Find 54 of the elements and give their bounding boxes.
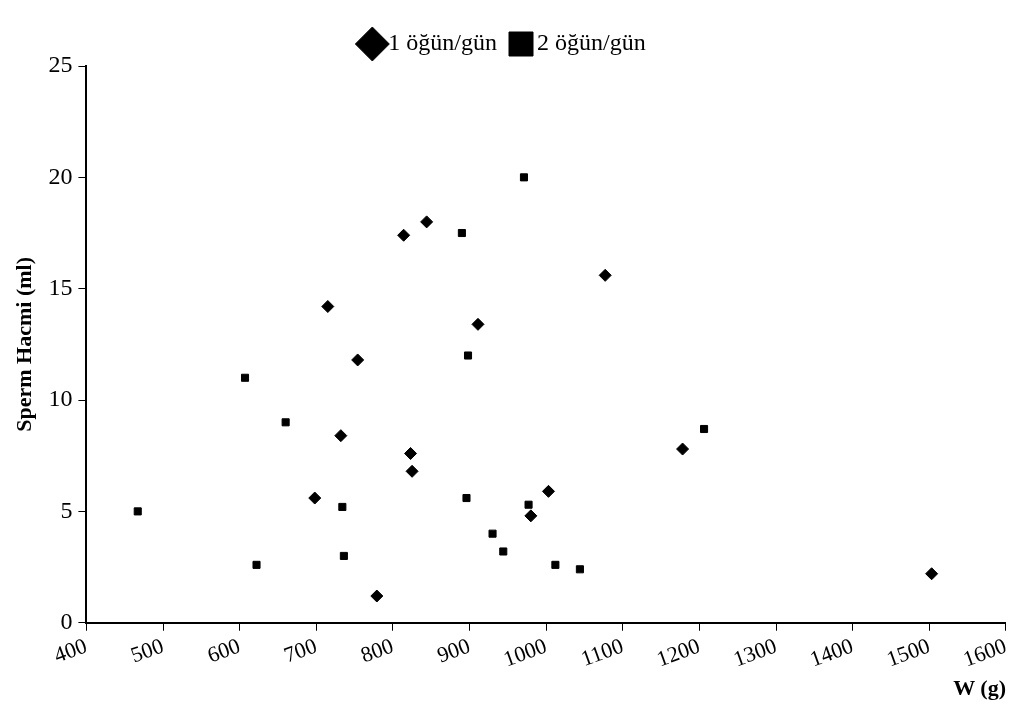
point xyxy=(499,547,508,556)
legend-label: 1 öğün/gün xyxy=(388,29,497,56)
point xyxy=(240,373,250,382)
point xyxy=(519,173,528,182)
x-tick-label: 600 xyxy=(203,632,244,668)
x-tick-label: 1500 xyxy=(883,632,934,672)
point xyxy=(351,353,365,367)
point xyxy=(370,589,384,603)
point xyxy=(334,429,348,443)
x-tick-label: 400 xyxy=(50,632,91,668)
x-tick-label: 500 xyxy=(127,632,167,668)
x-tick-label: 1000 xyxy=(499,632,550,672)
point xyxy=(676,442,690,456)
x-tick-label: 800 xyxy=(357,632,397,668)
y-axis-title: Sperm Hacmi (ml) xyxy=(10,257,36,432)
point xyxy=(321,300,335,314)
point xyxy=(405,464,419,478)
point xyxy=(541,484,555,498)
point xyxy=(404,446,418,460)
y-tick-label: 5 xyxy=(60,496,73,523)
point xyxy=(551,560,560,569)
point xyxy=(338,502,347,511)
point xyxy=(524,500,533,509)
point xyxy=(925,567,939,581)
x-tick-label: 1300 xyxy=(729,632,780,672)
x-tick-label: 1200 xyxy=(653,632,704,672)
point xyxy=(420,215,434,229)
x-tick-label: 1600 xyxy=(959,632,1010,672)
x-tick-label: 1100 xyxy=(577,632,627,672)
point xyxy=(281,418,290,427)
point xyxy=(524,509,538,523)
point xyxy=(700,424,709,434)
point xyxy=(462,494,471,503)
point xyxy=(457,228,466,238)
x-axis-title: W (g) xyxy=(953,675,1006,701)
point xyxy=(397,228,411,242)
y-tick-label: 25 xyxy=(48,51,73,78)
point xyxy=(471,317,485,331)
y-tick-label: 0 xyxy=(60,608,73,635)
point xyxy=(339,551,348,560)
y-tick-label: 20 xyxy=(48,162,73,189)
x-tick-label: 1400 xyxy=(806,632,857,672)
point xyxy=(575,565,584,574)
point xyxy=(488,529,497,538)
y-tick-label: 10 xyxy=(48,385,73,412)
x-tick-label: 700 xyxy=(280,632,320,668)
point xyxy=(308,491,322,505)
y-tick-label: 15 xyxy=(48,273,73,300)
point xyxy=(133,507,142,516)
legend-label: 2 öğün/gün xyxy=(537,29,646,56)
point xyxy=(252,560,261,569)
point xyxy=(598,268,612,282)
point xyxy=(463,351,473,360)
x-tick-label: 900 xyxy=(433,632,474,668)
